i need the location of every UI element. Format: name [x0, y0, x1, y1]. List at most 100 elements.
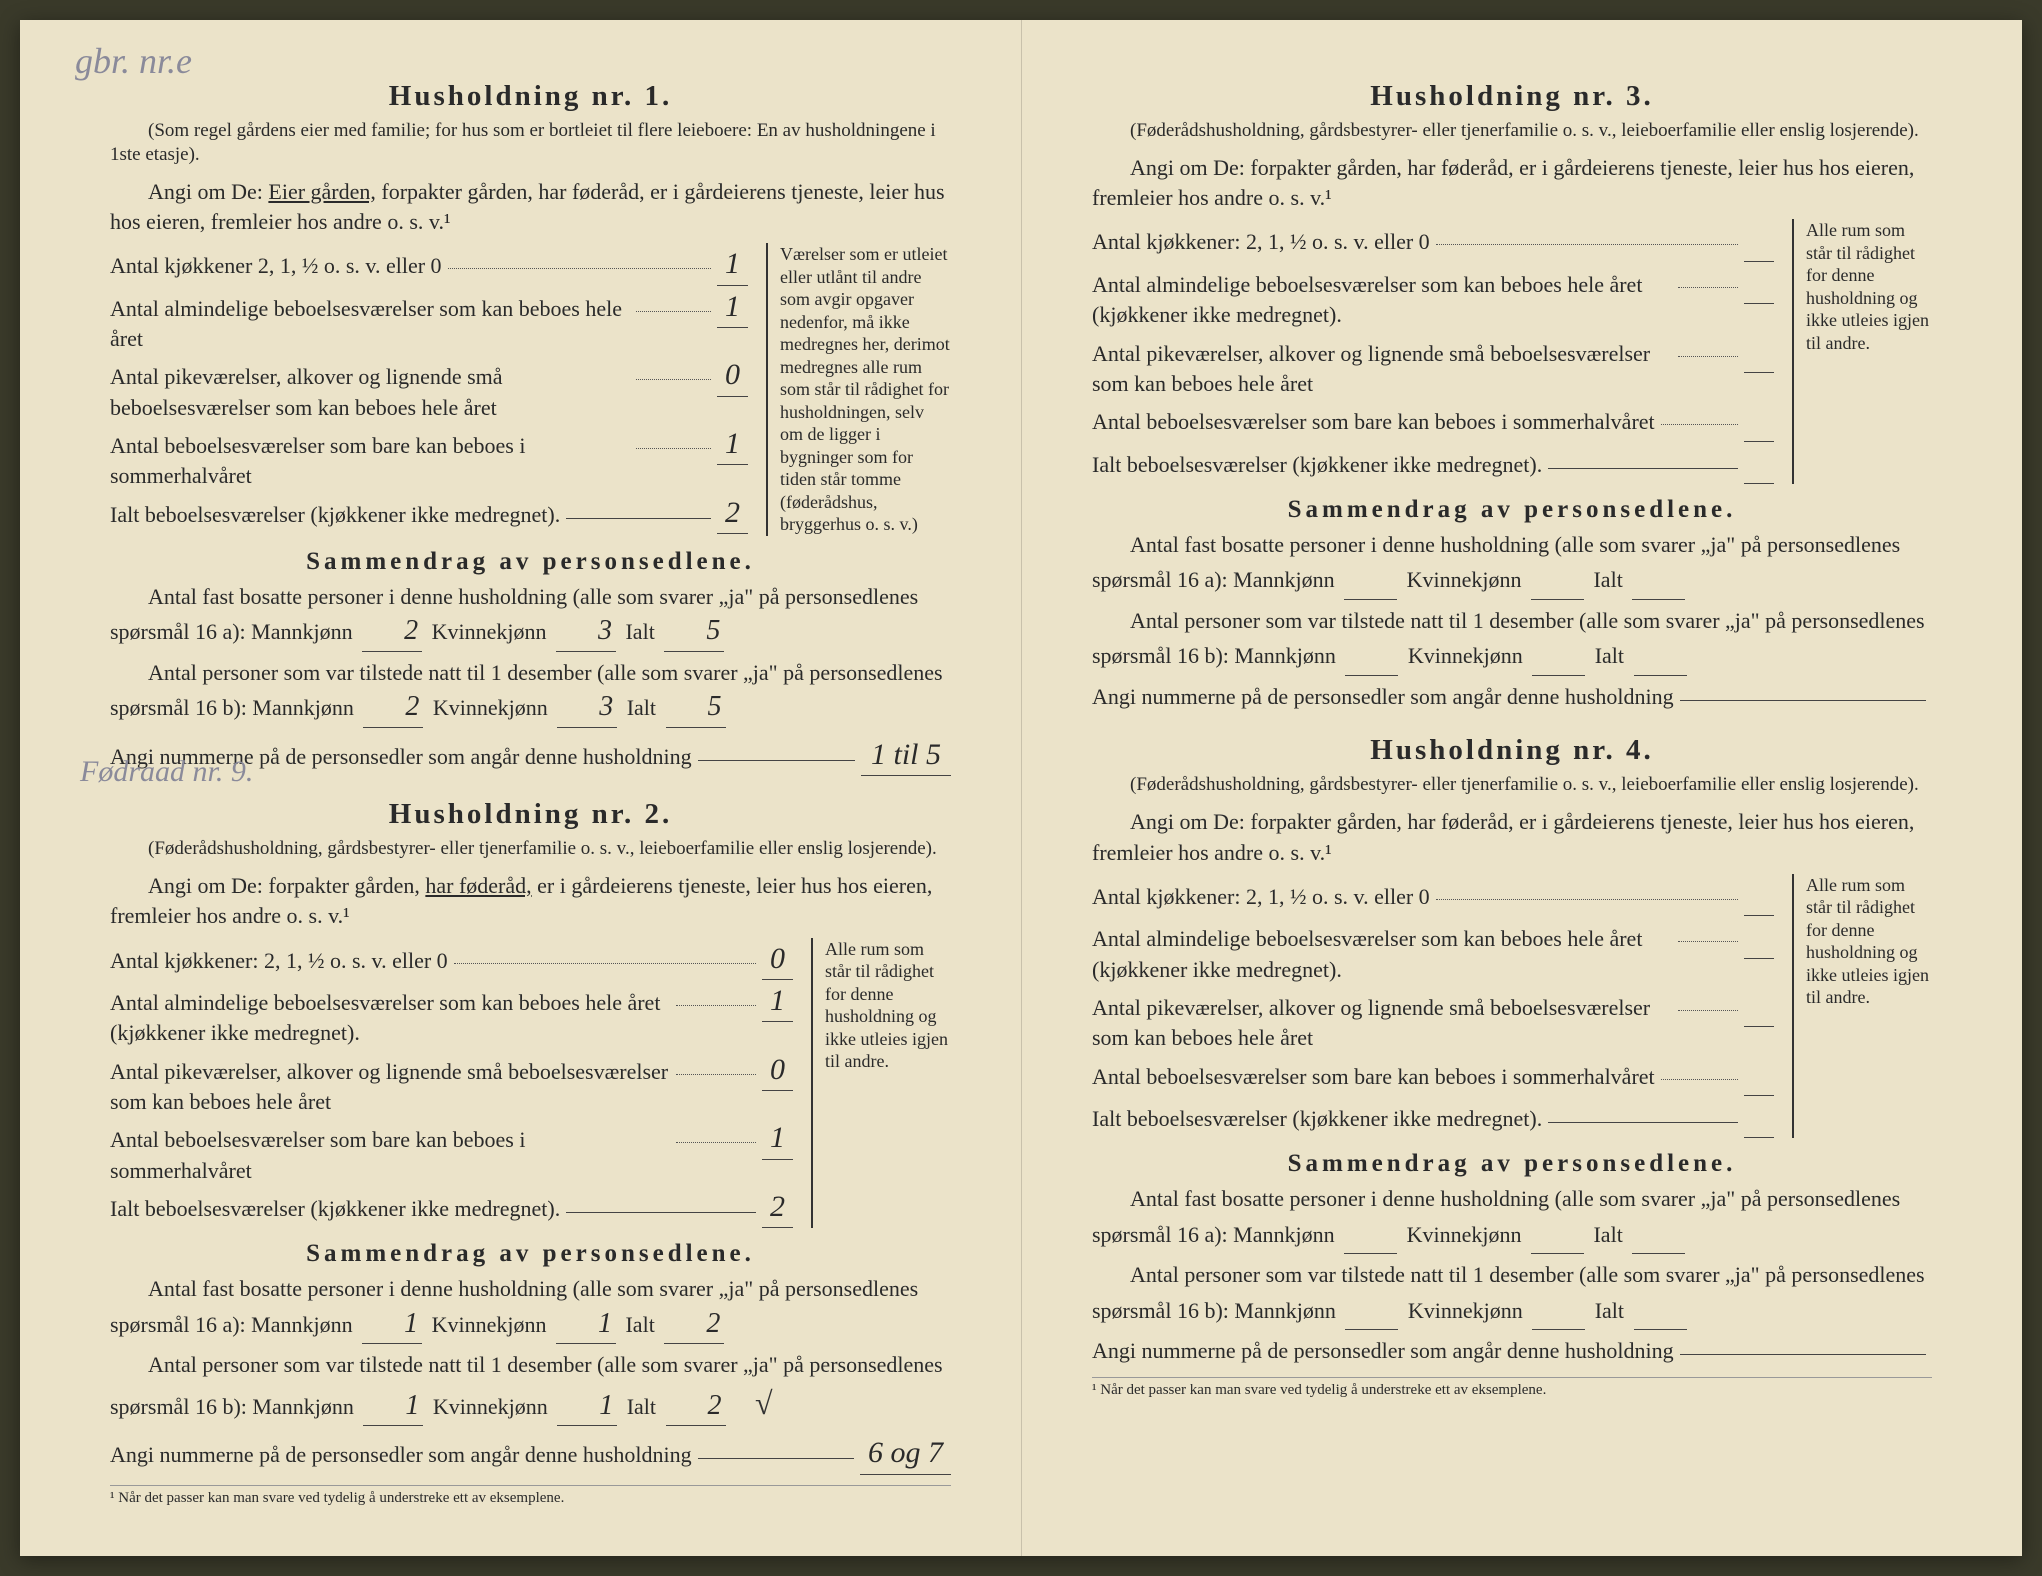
- h4-row1-label: Antal kjøkkener: 2, 1, ½ o. s. v. eller …: [1092, 882, 1430, 912]
- h4-row3-val: [1744, 985, 1774, 1027]
- h2-row5-val: 2: [762, 1186, 793, 1228]
- h4-angi: Angi om De: forpakter gården, har føderå…: [1092, 807, 1932, 868]
- h3-row4-val: [1744, 399, 1774, 441]
- h4-sum1-k: [1531, 1215, 1584, 1255]
- h1-rooms-left: Antal kjøkkener 2, 1, ½ o. s. v. eller 0…: [110, 243, 748, 536]
- h1-sum1-ilabel: Ialt: [625, 619, 654, 644]
- h2-sum2-klabel: Kvinnekjønn: [433, 1394, 548, 1419]
- h1-sum2-m: 2: [363, 688, 423, 728]
- h2-numval: 6 og 7: [860, 1432, 951, 1474]
- h1-sidenote: Værelser som er utleiet eller utlånt til…: [766, 243, 951, 536]
- h2-row1-label: Antal kjøkkener: 2, 1, ½ o. s. v. eller …: [110, 946, 448, 976]
- h4-footnote: ¹ Når det passer kan man svare ved tydel…: [1092, 1377, 1932, 1399]
- h1-row4-val: 1: [717, 423, 748, 465]
- h4-row5-label: Ialt beboelsesværelser (kjøkkener ikke m…: [1092, 1104, 1542, 1134]
- household-4: Husholdning nr. 4. (Føderådshusholdning,…: [1092, 734, 1932, 1398]
- h3-sum1-m: [1344, 560, 1397, 600]
- household-1: Husholdning nr. 1. (Som regel gårdens ei…: [110, 80, 951, 776]
- h1-sum1-m: 2: [362, 612, 422, 652]
- document-paper: gbr. nr.e Husholdning nr. 1. (Som regel …: [20, 20, 2022, 1556]
- h3-sum1: Antal fast bosatte personer i denne hush…: [1092, 530, 1932, 600]
- h3-sum1-i: [1632, 560, 1685, 600]
- h2-numline: Angi nummerne på de personsedler som ang…: [110, 1440, 692, 1470]
- h4-sum2-klabel: Kvinnekjønn: [1408, 1298, 1523, 1323]
- h4-sum2-i: [1634, 1291, 1687, 1331]
- h3-sum2-ilabel: Ialt: [1595, 643, 1624, 668]
- h3-sum2-klabel: Kvinnekjønn: [1408, 643, 1523, 668]
- h2-sum2-ilabel: Ialt: [627, 1394, 656, 1419]
- h1-sum1-klabel: Kvinnekjønn: [432, 619, 547, 644]
- h1-sum2-k: 3: [557, 688, 617, 728]
- h4-row5-val: [1744, 1096, 1774, 1138]
- h4-summary-title: Sammendrag av personsedlene.: [1092, 1150, 1932, 1178]
- h2-row3-val: 0: [762, 1049, 793, 1091]
- h3-sum2-i: [1634, 636, 1687, 676]
- h1-sum2-klabel: Kvinnekjønn: [433, 695, 548, 720]
- h2-title: Husholdning nr. 2.: [110, 798, 951, 831]
- h1-row1-label: Antal kjøkkener 2, 1, ½ o. s. v. eller 0: [110, 251, 442, 281]
- h4-row2-val: [1744, 916, 1774, 958]
- h1-rooms-block: Antal kjøkkener 2, 1, ½ o. s. v. eller 0…: [110, 243, 951, 536]
- right-page: Husholdning nr. 3. (Føderådshusholdning,…: [1021, 20, 2022, 1556]
- h4-row4-label: Antal beboelsesværelser som bare kan beb…: [1092, 1062, 1655, 1092]
- h1-title: Husholdning nr. 1.: [110, 80, 951, 113]
- h4-row3-label: Antal pikeværelser, alkover og lignende …: [1092, 993, 1672, 1054]
- h2-sum2-k: 1: [557, 1387, 617, 1427]
- h4-sum1: Antal fast bosatte personer i denne hush…: [1092, 1184, 1932, 1254]
- h2-sidenote: Alle rum som står til rådighet for denne…: [811, 938, 951, 1229]
- h3-rooms-left: Antal kjøkkener: 2, 1, ½ o. s. v. eller …: [1092, 219, 1774, 484]
- h2-footnote: ¹ Når det passer kan man svare ved tydel…: [110, 1485, 951, 1507]
- h3-subtitle: (Føderådshusholdning, gårdsbestyrer- ell…: [1092, 119, 1932, 143]
- h1-row2-val: 1: [717, 286, 748, 328]
- h3-title: Husholdning nr. 3.: [1092, 80, 1932, 113]
- h1-row3-label: Antal pikeværelser, alkover og lignende …: [110, 362, 630, 423]
- h4-sum1-m: [1344, 1215, 1397, 1255]
- h1-sum2-ilabel: Ialt: [627, 695, 656, 720]
- h1-row4-label: Antal beboelsesværelser som bare kan beb…: [110, 431, 630, 492]
- h2-row1-val: 0: [762, 938, 793, 980]
- h4-sum2-m: [1345, 1291, 1398, 1331]
- h3-row3-label: Antal pikeværelser, alkover og lignende …: [1092, 339, 1672, 400]
- h1-angi: Angi om De: Eier gården, forpakter gårde…: [110, 177, 951, 238]
- h2-sum1-i: 2: [664, 1305, 724, 1345]
- h4-title: Husholdning nr. 4.: [1092, 734, 1932, 767]
- h2-angi: Angi om De: forpakter gården, har føderå…: [110, 871, 951, 932]
- h1-sum1-i: 5: [664, 612, 724, 652]
- h2-angi-pre: Angi om De: forpakter gården,: [148, 873, 425, 898]
- h2-subtitle: (Føderådshusholdning, gårdsbestyrer- ell…: [110, 837, 951, 861]
- left-page: gbr. nr.e Husholdning nr. 1. (Som regel …: [20, 20, 1021, 1556]
- h4-sum2-k: [1532, 1291, 1585, 1331]
- h2-sum2-i: 2: [666, 1387, 726, 1427]
- pencil-annotation-top: gbr. nr.e: [75, 40, 192, 82]
- h3-sum2-k: [1532, 636, 1585, 676]
- h1-row2-label: Antal almindelige beboelsesværelser som …: [110, 294, 630, 355]
- h1-row3-val: 0: [717, 354, 748, 396]
- h4-rooms-block: Antal kjøkkener: 2, 1, ½ o. s. v. eller …: [1092, 874, 1932, 1139]
- h2-sum1: Antal fast bosatte personer i denne hush…: [110, 1274, 951, 1344]
- h2-sum1-m: 1: [362, 1305, 422, 1345]
- h4-sum2: Antal personer som var tilstede natt til…: [1092, 1260, 1932, 1330]
- pencil-annotation-mid: Fødraad nr. 9.: [80, 755, 253, 789]
- h1-sum2: Antal personer som var tilstede natt til…: [110, 658, 951, 728]
- h2-summary-title: Sammendrag av personsedlene.: [110, 1240, 951, 1268]
- h1-angi-pre: Angi om De:: [148, 179, 268, 204]
- checkmark-icon: √: [755, 1385, 773, 1421]
- household-3: Husholdning nr. 3. (Føderådshusholdning,…: [1092, 80, 1932, 712]
- h3-sum2: Antal personer som var tilstede natt til…: [1092, 606, 1932, 676]
- h2-sum2: Antal personer som var tilstede natt til…: [110, 1350, 951, 1426]
- h2-row3-label: Antal pikeværelser, alkover og lignende …: [110, 1057, 670, 1118]
- h3-row2-label: Antal almindelige beboelsesværelser som …: [1092, 270, 1672, 331]
- h2-sum1-ilabel: Ialt: [625, 1312, 654, 1337]
- household-2: Husholdning nr. 2. (Føderådshusholdning,…: [110, 798, 951, 1507]
- h3-angi: Angi om De: forpakter gården, har føderå…: [1092, 153, 1932, 214]
- h2-rooms-block: Antal kjøkkener: 2, 1, ½ o. s. v. eller …: [110, 938, 951, 1229]
- h1-sum1: Antal fast bosatte personer i denne hush…: [110, 582, 951, 652]
- h1-row5-val: 2: [717, 492, 748, 534]
- h2-row4-val: 1: [762, 1117, 793, 1159]
- h3-row2-val: [1744, 262, 1774, 304]
- h3-sum2-m: [1345, 636, 1398, 676]
- h4-subtitle: (Føderådshusholdning, gårdsbestyrer- ell…: [1092, 773, 1932, 797]
- h1-subtitle: (Som regel gårdens eier med familie; for…: [110, 119, 951, 167]
- h3-row3-val: [1744, 331, 1774, 373]
- h4-row1-val: [1744, 874, 1774, 916]
